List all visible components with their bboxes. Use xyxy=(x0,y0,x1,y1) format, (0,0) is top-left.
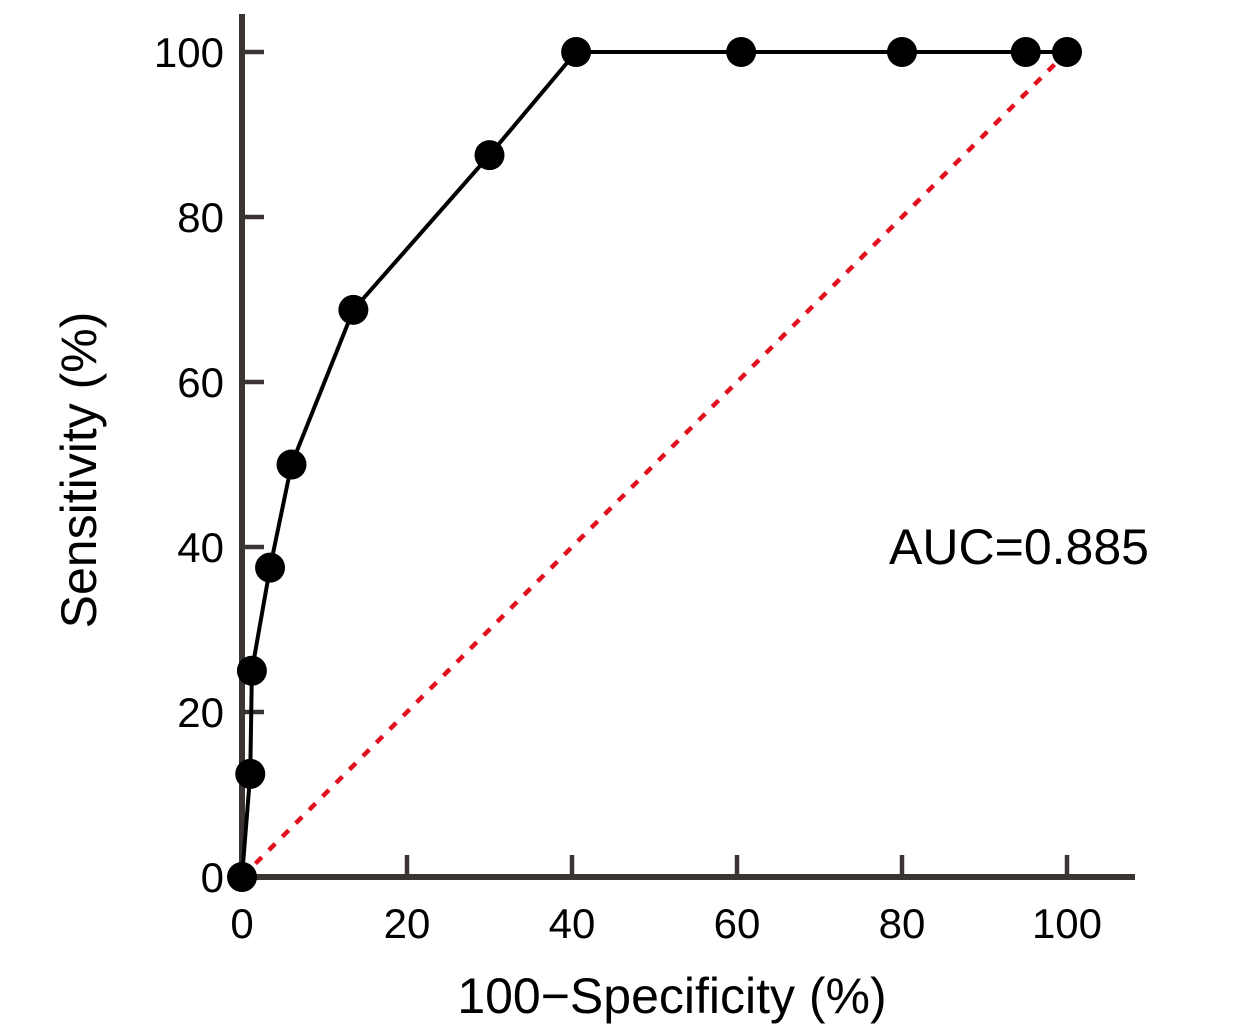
roc-point xyxy=(236,655,267,686)
roc-point xyxy=(474,140,505,171)
roc-point xyxy=(887,37,917,67)
y-tick-label: 60 xyxy=(177,359,224,406)
roc-point xyxy=(227,862,257,892)
y-tick-label: 100 xyxy=(154,29,224,76)
y-tick-label: 80 xyxy=(177,194,224,241)
roc-point xyxy=(276,449,307,480)
x-tick-label: 60 xyxy=(714,900,761,947)
x-tick-label: 20 xyxy=(384,900,431,947)
y-tick-label: 20 xyxy=(177,689,224,736)
roc-point xyxy=(1010,37,1041,67)
auc-annotation: AUC=0.885 xyxy=(889,519,1149,575)
roc-point xyxy=(235,758,266,789)
y-tick-label: 0 xyxy=(201,854,224,901)
roc-point xyxy=(561,37,592,67)
x-tick-label: 0 xyxy=(230,900,253,947)
y-tick-label: 40 xyxy=(177,524,224,571)
series xyxy=(227,37,1082,892)
roc-point xyxy=(255,552,286,583)
roc-curve-line xyxy=(240,50,1069,879)
x-axis-title: 100−Specificity (%) xyxy=(457,968,886,1024)
x-tick-label: 100 xyxy=(1032,900,1102,947)
roc-point xyxy=(338,294,369,325)
axes: 0 20 40 60 80 100 0 20 40 60 80 100 xyxy=(154,14,1135,947)
y-axis-title: Sensitivity (%) xyxy=(51,312,107,629)
chance-diagonal-line xyxy=(240,50,1069,879)
x-tick-label: 40 xyxy=(549,900,596,947)
x-tick-label: 80 xyxy=(879,900,926,947)
roc-point xyxy=(726,37,757,67)
roc-point xyxy=(1052,37,1082,67)
